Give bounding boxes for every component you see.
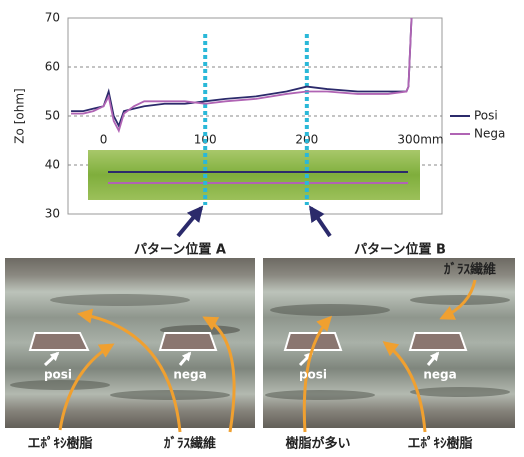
pattern-a-title: パターン位置 A [134, 242, 226, 258]
glass-label: ｶﾞﾗｽ繊維 [444, 262, 496, 278]
chart: Zo [ohm] 30405060700100200300mm [13, 11, 444, 237]
figure: Zo [ohm] 30405060700100200300mm パターン位置 A… [0, 0, 524, 457]
x-tick-label: 300mm [397, 133, 443, 147]
y-tick-label: 60 [45, 60, 60, 74]
y-tick-label: 30 [45, 207, 60, 221]
y-axis-label: Zo [ohm] [13, 88, 27, 143]
y-tick-label: 70 [45, 11, 60, 25]
y-tick-label: 50 [45, 109, 60, 123]
nega-label: nega [423, 368, 456, 382]
photo-left [5, 258, 255, 432]
x-tick-label: 0 [100, 133, 108, 147]
cross-section [88, 150, 420, 200]
y-tick-label: 40 [45, 158, 60, 172]
pattern-b-title: パターン位置 B [354, 242, 446, 258]
nega-label: nega [173, 368, 206, 382]
resin-label: エﾎﾟｷｼ樹脂 [27, 436, 92, 452]
glass-label: ｶﾞﾗｽ繊維 [164, 436, 216, 452]
photo-right [263, 258, 515, 432]
legend-label: Nega [474, 127, 505, 141]
posi-label: posi [44, 368, 72, 382]
posi-label: posi [299, 368, 327, 382]
legend-label: Posi [474, 109, 498, 123]
resin-rich-label: 樹脂が多い [285, 436, 350, 452]
resin-label: エﾎﾟｷｼ樹脂 [407, 436, 472, 452]
